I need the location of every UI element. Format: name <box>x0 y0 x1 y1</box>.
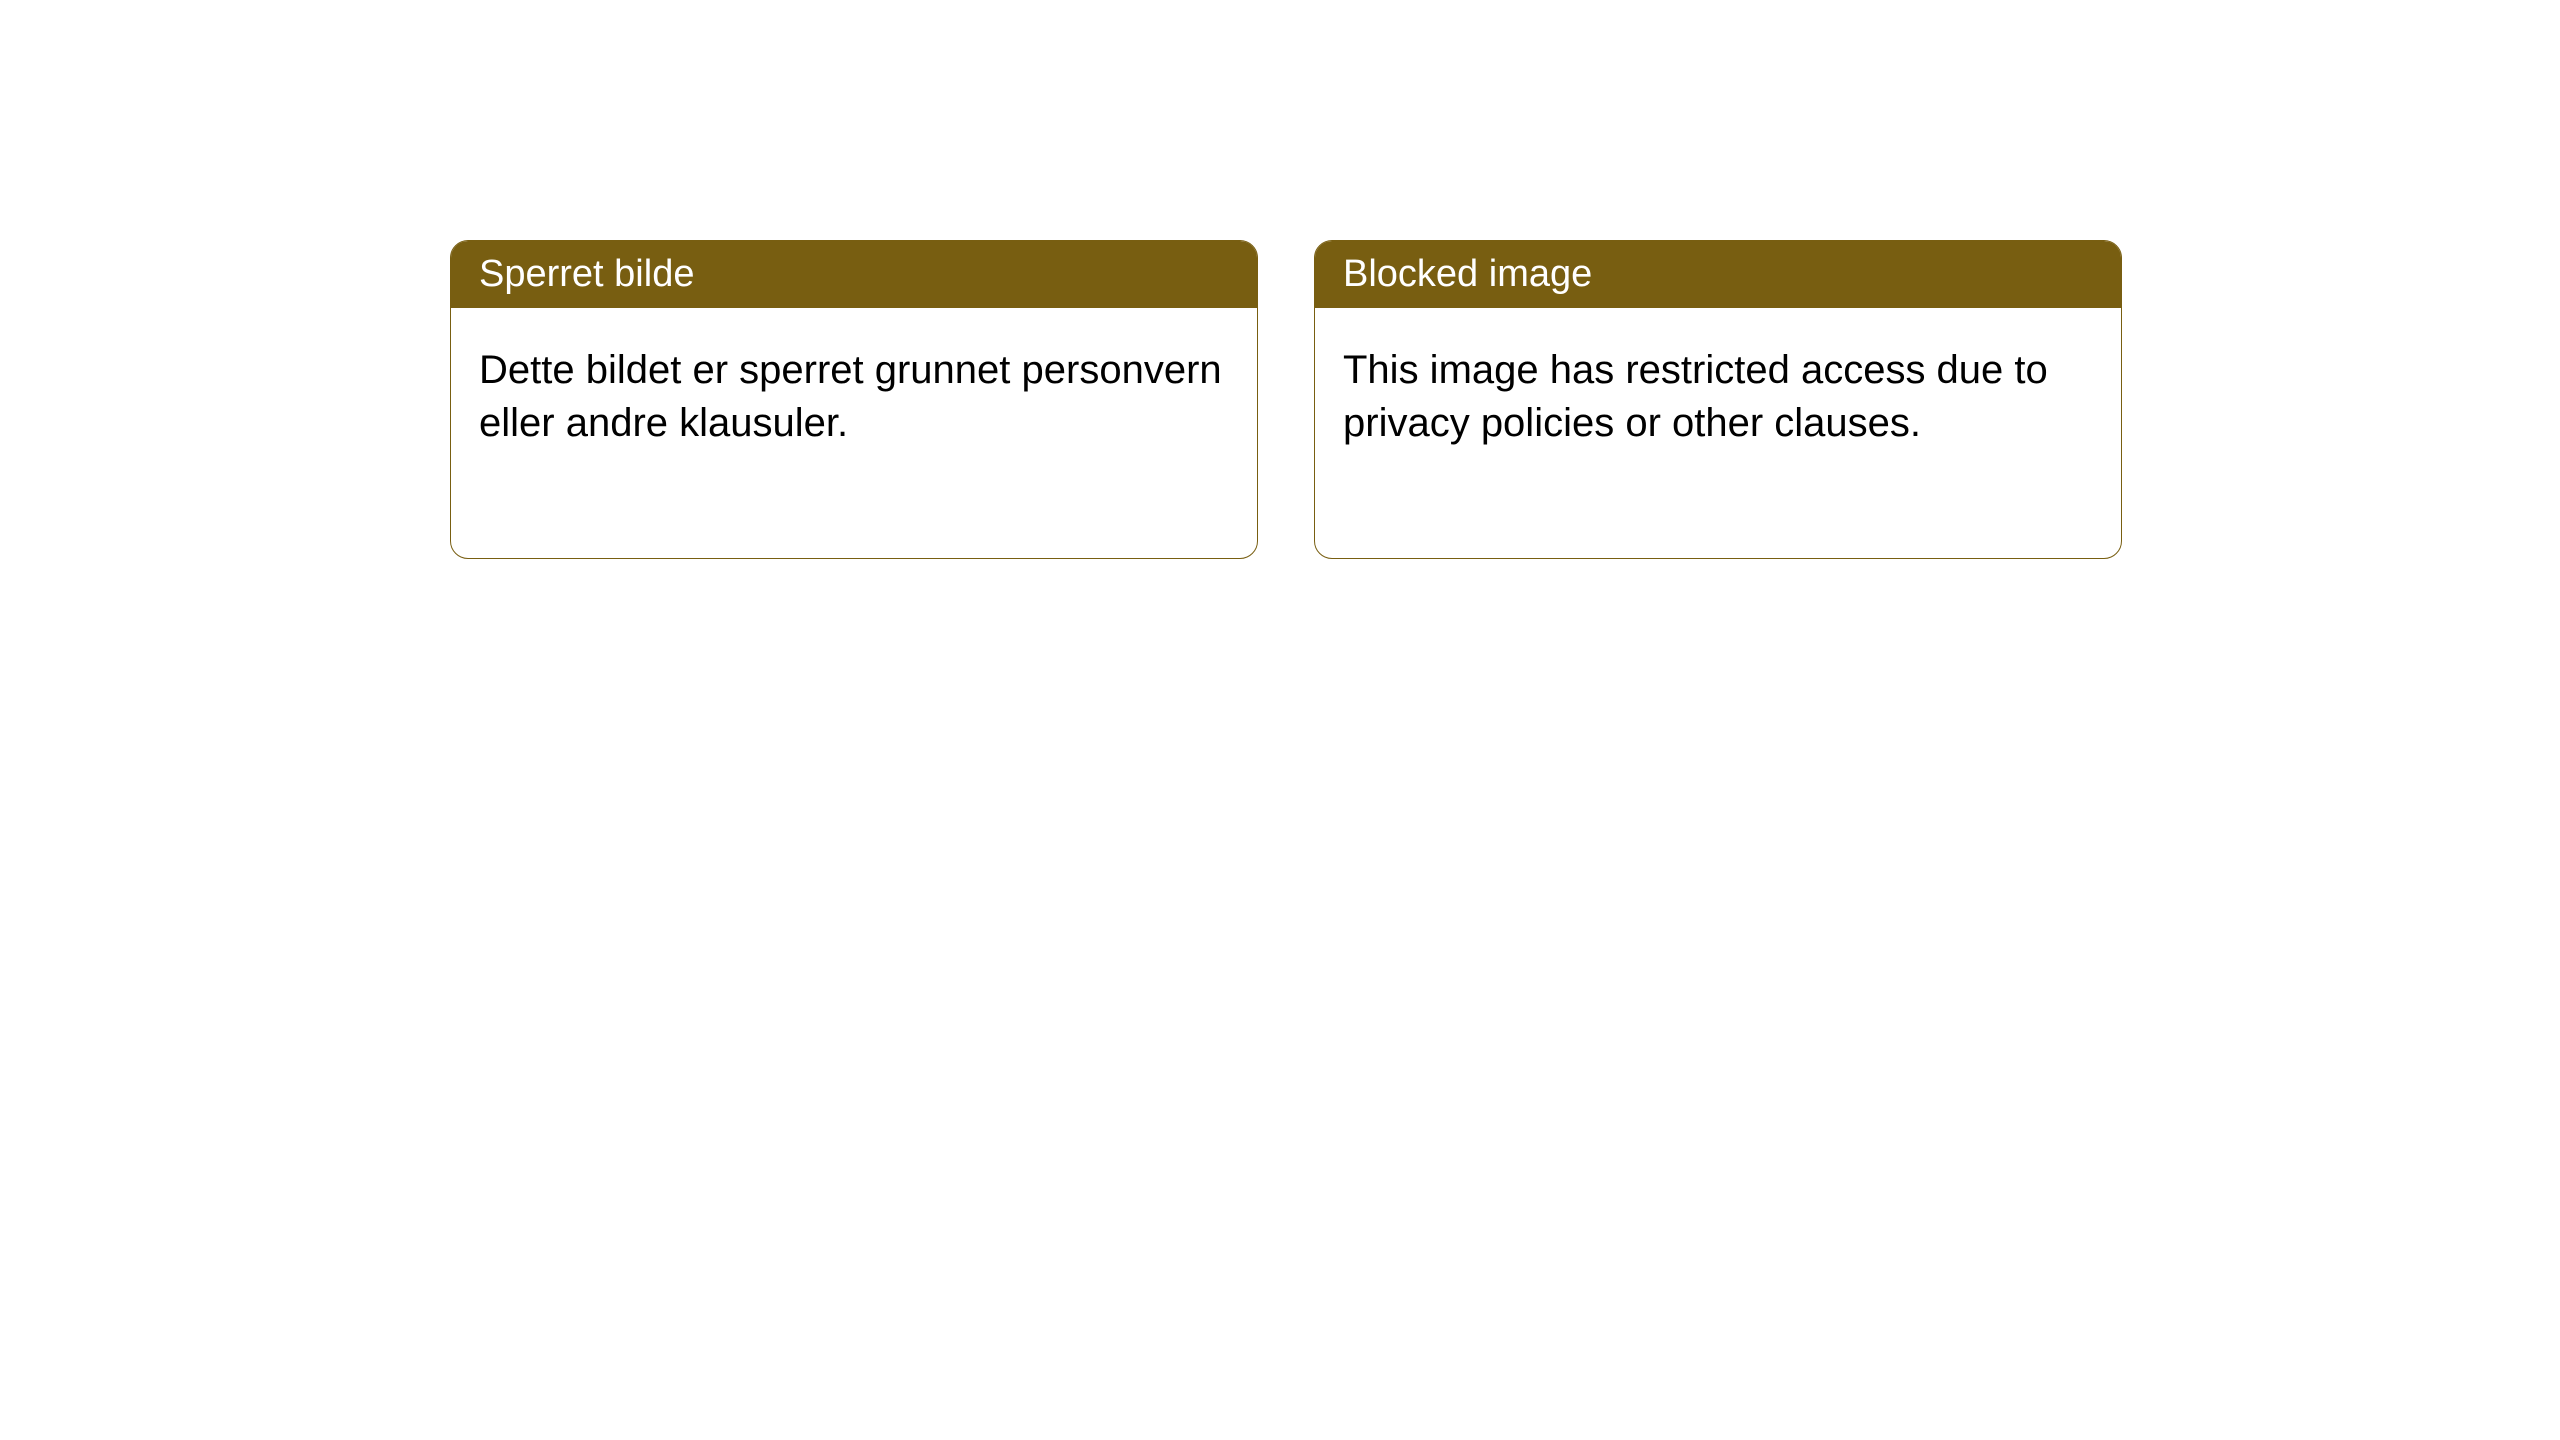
notice-card-english: Blocked image This image has restricted … <box>1314 240 2122 559</box>
notice-body-english: This image has restricted access due to … <box>1315 308 2121 558</box>
notice-body-norwegian: Dette bildet er sperret grunnet personve… <box>451 308 1257 558</box>
notice-card-norwegian: Sperret bilde Dette bildet er sperret gr… <box>450 240 1258 559</box>
notice-header-english: Blocked image <box>1315 241 2121 308</box>
notice-container: Sperret bilde Dette bildet er sperret gr… <box>450 240 2122 559</box>
notice-header-norwegian: Sperret bilde <box>451 241 1257 308</box>
